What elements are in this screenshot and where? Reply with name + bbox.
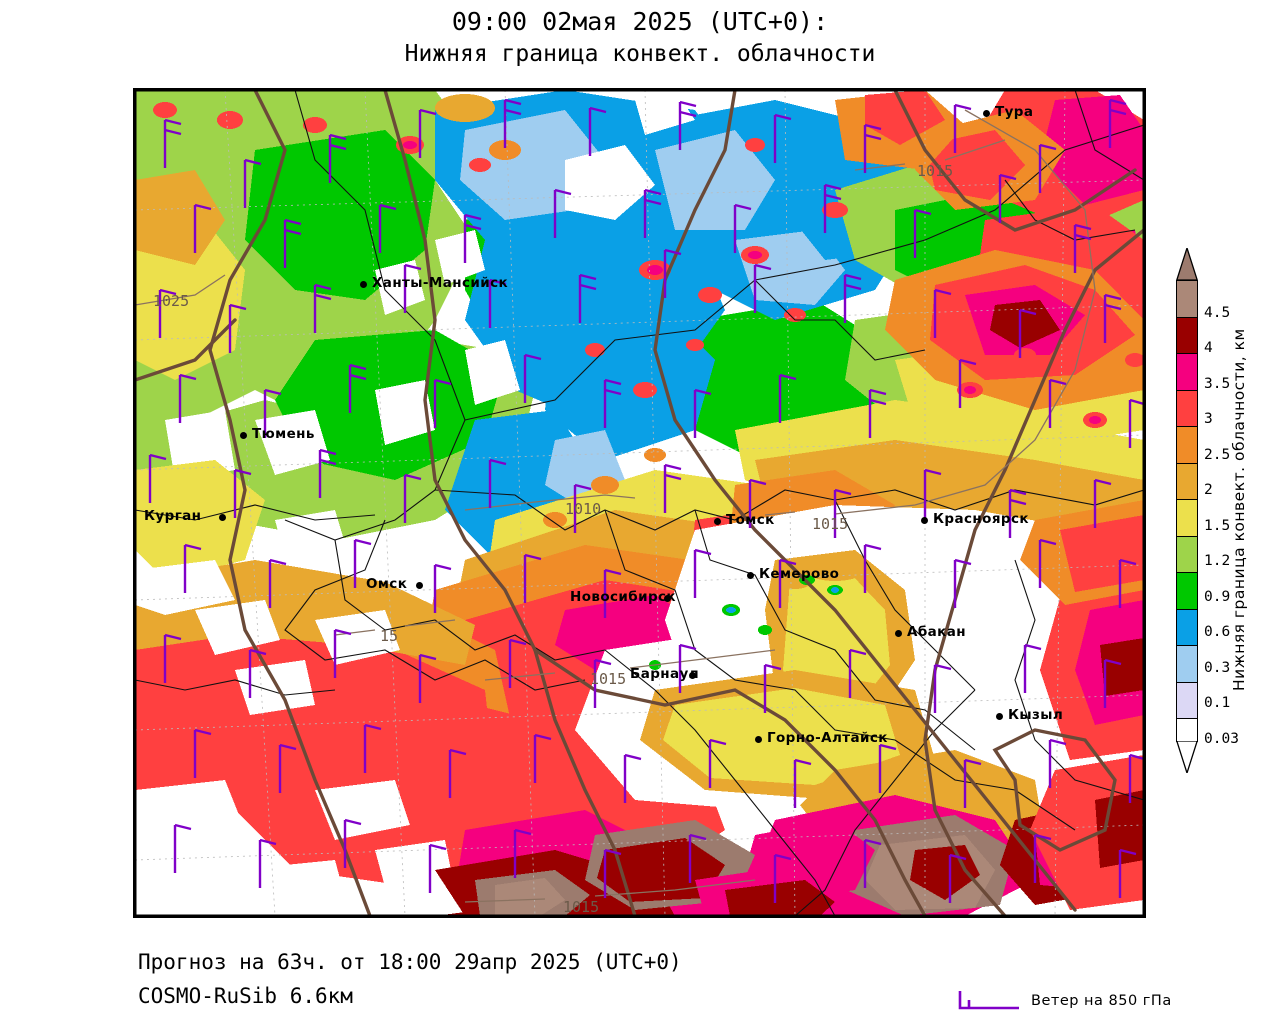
- city-label: Курган: [144, 508, 202, 524]
- colorbar-tick-label: 0.1: [1204, 695, 1231, 712]
- valid-time-title: 09:00 02мая 2025 (UTC+0):: [451, 7, 829, 36]
- colorbar-tick-label: 3.5: [1204, 375, 1231, 392]
- city-marker: [714, 518, 721, 525]
- colorbar-band: [1177, 573, 1197, 610]
- city-marker: [921, 517, 928, 524]
- isobar-label: 15: [380, 627, 399, 645]
- city-marker: [360, 281, 367, 288]
- colorbar-band: [1177, 317, 1197, 355]
- isobar-label: 1015: [563, 898, 600, 916]
- city-marker: [755, 736, 762, 743]
- colorbar-band: [1177, 463, 1197, 501]
- city-marker: [416, 582, 423, 589]
- city-label: Абакан: [907, 624, 966, 640]
- wind-legend: Ветер на 850 гПа: [955, 988, 1172, 1014]
- forecast-info: Прогноз на 63ч. от 18:00 29апр 2025 (UTC…: [138, 950, 682, 974]
- city-marker: [983, 110, 990, 117]
- city-marker: [664, 595, 671, 602]
- colorbar-band: [1177, 500, 1197, 537]
- weather-map[interactable]: Тура Ханты-Мансийск Тюмень Курган Омск Томск К…: [133, 88, 1146, 918]
- city-marker: [219, 514, 226, 521]
- isobar-lines: [135, 109, 1096, 903]
- colorbar-bands: [1176, 280, 1198, 755]
- colorbar-band: [1177, 682, 1197, 720]
- wind-barbs-850hpa: [148, 98, 1144, 903]
- city-label: Кызыл: [1008, 707, 1064, 723]
- colorbar-tick-label: 0.6: [1204, 624, 1231, 641]
- colorbar-tick-label: 2: [1204, 482, 1213, 499]
- colorbar-band: [1177, 281, 1197, 318]
- city-label: Красноярск: [933, 511, 1029, 527]
- city-label: Барнаул: [630, 666, 699, 682]
- city-label: Томск: [726, 512, 775, 528]
- wind-legend-label: Ветер на 850 гПа: [1031, 993, 1172, 1009]
- city-label: Тюмень: [252, 426, 315, 442]
- isobar-label: 1015: [812, 515, 849, 533]
- colorbar-axis-title: Нижняя граница конвект. облачности, км: [1230, 328, 1248, 692]
- colorbar-over-arrow: [1176, 248, 1198, 281]
- colorbar-tick-label: 1.2: [1204, 553, 1231, 570]
- colorbar-band: [1177, 427, 1197, 464]
- colorbar-tick-label: 4: [1204, 340, 1213, 357]
- chart-title-block: 09:00 02мая 2025 (UTC+0): Нижняя граница…: [0, 6, 1280, 70]
- colorbar-tick-label: 0.3: [1204, 659, 1231, 676]
- isobar-label: 1015: [917, 162, 954, 180]
- city-label: Новосибирск: [570, 589, 676, 605]
- model-info: COSMO-RuSib 6.6км: [138, 984, 353, 1008]
- colorbar-tick-label: 2.5: [1204, 446, 1231, 463]
- map-field-canvas: [135, 90, 1144, 916]
- city-marker: [689, 672, 696, 679]
- rivers: [135, 90, 1144, 916]
- city-label: Кемерово: [759, 566, 840, 582]
- graticule: [135, 90, 1144, 916]
- city-marker: [747, 572, 754, 579]
- colorbar-tick-label: 1.5: [1204, 517, 1231, 534]
- variable-title: Нижняя граница конвект. облачности: [404, 41, 876, 67]
- colorbar-band: [1177, 354, 1197, 391]
- isobar-label: 1025: [153, 292, 190, 310]
- colorbar-tick-label: 3: [1204, 411, 1213, 428]
- colorbar-band: [1177, 536, 1197, 574]
- city-label: Горно-Алтайск: [767, 730, 888, 746]
- city-label: Тура: [995, 104, 1034, 120]
- colorbar-band: [1177, 390, 1197, 428]
- colorbar-tick-label: 4.5: [1204, 304, 1231, 321]
- colorbar-band: [1177, 646, 1197, 683]
- city-marker: [996, 713, 1003, 720]
- isobar-label: 1015: [590, 670, 627, 688]
- isobar-label: 1010: [565, 500, 602, 518]
- city-marker: [895, 630, 902, 637]
- colorbar-under-arrow: [1176, 741, 1198, 773]
- city-label: Ханты-Мансийск: [372, 275, 509, 291]
- colorbar-band: [1177, 609, 1197, 647]
- city-marker: [240, 432, 247, 439]
- colorbar-tick-label: 0.03: [1204, 731, 1239, 747]
- colorbar-tick-label: 0.9: [1204, 588, 1231, 605]
- colorbar: [1176, 248, 1198, 773]
- wind-barb-icon: [958, 991, 1019, 1010]
- city-label: Омск: [366, 576, 408, 592]
